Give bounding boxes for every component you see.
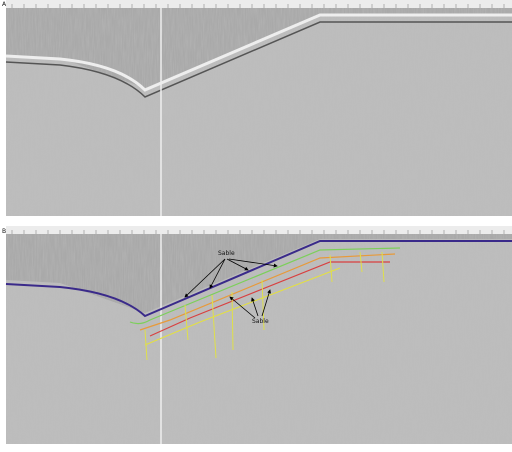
noise bbox=[6, 234, 512, 444]
figure: A Sable Sable B bbox=[0, 0, 512, 448]
panel-b: Sable Sable B bbox=[2, 226, 512, 444]
noise bbox=[6, 8, 512, 216]
panel-a: A bbox=[2, 0, 512, 216]
ruler bbox=[6, 0, 512, 8]
page: A Sable Sable B (() => { const data = JS… bbox=[0, 0, 512, 448]
annotation: Sable bbox=[252, 318, 269, 325]
panel-label: B bbox=[2, 228, 6, 235]
ruler bbox=[6, 226, 512, 234]
annotation: Sable bbox=[218, 250, 235, 257]
